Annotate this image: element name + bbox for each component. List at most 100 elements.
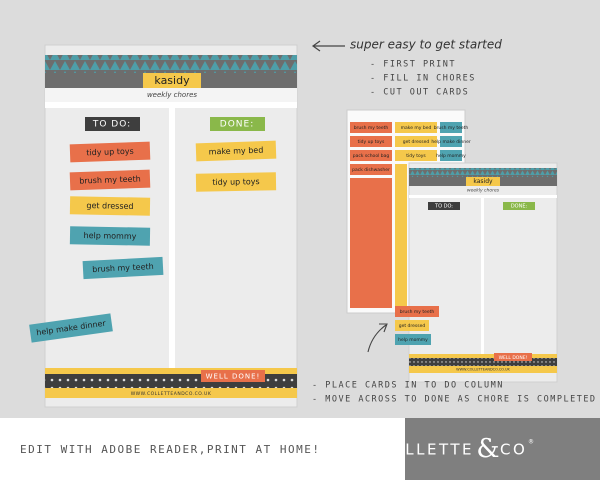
footer-text: EDIT WITH ADOBE READER,PRINT AT HOME!	[20, 443, 321, 456]
card-bg	[82, 256, 164, 280]
brand-amp: &	[476, 434, 499, 464]
card-bg	[350, 150, 392, 161]
card-bg	[350, 164, 392, 175]
card-bg	[69, 196, 151, 216]
card-text: brush my teeth	[79, 174, 141, 185]
arrow	[367, 323, 388, 353]
name-label	[143, 73, 201, 88]
card-text: get dressed	[86, 201, 133, 211]
footer-stripe	[409, 354, 557, 358]
card-bg	[69, 169, 151, 191]
card-bg	[395, 306, 439, 317]
column-divider	[481, 198, 484, 354]
subtitle-band	[45, 88, 297, 102]
subtitle: weekly chores	[467, 188, 500, 194]
card: get dressed	[69, 196, 151, 216]
todo-label	[428, 202, 460, 210]
website: WWW.COLLETTEANDCO.CO.UK	[456, 368, 510, 372]
arrow	[311, 40, 345, 52]
main-chart: kasidy weekly chores TO DO: DONE: tidy u…	[29, 44, 298, 408]
banner-bg	[201, 370, 265, 382]
card-text: tidy up toys	[358, 139, 385, 145]
done-heading: DONE:	[511, 204, 528, 210]
card-bg	[440, 136, 462, 147]
card-text: brush my teeth	[434, 125, 469, 131]
header-pattern	[409, 168, 557, 177]
name: kasidy	[473, 178, 493, 185]
card-text: brush my teeth	[92, 262, 154, 274]
divider	[45, 102, 297, 108]
todo-heading: TO DO:	[434, 204, 453, 210]
banner-bg	[494, 353, 532, 361]
step: - FIRST PRINT	[370, 60, 456, 70]
card-bg	[395, 150, 437, 161]
card-bg	[29, 313, 113, 343]
banner: WELL DONE!	[206, 373, 261, 381]
column-divider	[169, 108, 175, 368]
divider	[409, 195, 557, 198]
card: help mommy	[69, 226, 151, 246]
subtitle: weekly chores	[147, 91, 197, 99]
card-text: help make dinner	[431, 139, 471, 145]
note: - MOVE ACROSS TO DONE AS CHORE IS COMPLE…	[312, 395, 597, 405]
card-bg	[440, 150, 462, 161]
card-bg	[350, 136, 392, 147]
card-text: make my bed	[209, 146, 264, 157]
website-band	[409, 366, 557, 373]
card-text: brush my teeth	[354, 125, 389, 131]
card: brush my teeth	[82, 256, 164, 280]
card-bg	[69, 141, 151, 163]
done-label	[503, 202, 535, 210]
dots-band	[409, 358, 557, 366]
step: - FILL IN CHORES	[370, 74, 476, 84]
todo-label	[85, 117, 140, 131]
card-bg	[350, 122, 392, 133]
card-text: help mommy	[398, 337, 428, 343]
tagline: super easy to get started	[350, 38, 502, 52]
step: - CUT OUT CARDS	[370, 88, 469, 98]
footer-stripe	[45, 368, 297, 374]
name: kasidy	[154, 74, 190, 87]
card-text: make my bed	[401, 125, 432, 131]
card-text: tidy up toys	[86, 147, 134, 158]
card: tidy up toys	[69, 141, 151, 163]
footer-left	[0, 418, 405, 480]
website-band	[45, 388, 297, 398]
done-label	[210, 117, 265, 131]
card-bg	[395, 136, 437, 147]
card-bg	[195, 140, 277, 162]
blank-cards	[350, 178, 392, 308]
card-bg	[395, 320, 429, 331]
header-pattern	[45, 55, 297, 73]
card-bg	[69, 226, 151, 246]
brand-left: COLLETTE	[378, 441, 474, 459]
card-bg	[195, 172, 277, 192]
card-text: get dressed	[403, 139, 430, 145]
card-text: help mommy	[84, 231, 137, 241]
todo-heading: TO DO:	[92, 120, 131, 130]
done-heading: DONE:	[220, 120, 254, 130]
card-text: pack dishwasher	[352, 167, 390, 173]
card-text: pack school bag	[353, 153, 390, 159]
card: make my bed	[195, 140, 277, 162]
brand-right: CO	[500, 441, 527, 459]
name-label	[466, 177, 500, 186]
card-text: tidy up toys	[212, 177, 259, 187]
card-text: help mommy	[436, 153, 466, 159]
website: WWW.COLLETTEANDCO.CO.UK	[131, 391, 212, 397]
card-text: tidy toys	[406, 153, 426, 159]
card: tidy up toys	[195, 172, 277, 192]
note: - PLACE CARDS IN TO DO COLUMN	[312, 381, 504, 391]
card-bg	[440, 122, 462, 133]
card-text: get dressed	[399, 323, 426, 329]
card: help make dinner	[29, 313, 113, 343]
card-bg	[395, 122, 437, 133]
card-text: brush my teeth	[400, 309, 435, 315]
brand-mark: ®	[528, 439, 534, 446]
card-bg	[395, 334, 431, 345]
small-chart: kasidy weekly chores TO DO: DONE: WELL D…	[395, 162, 558, 383]
banner: WELL DONE!	[499, 355, 528, 361]
card: brush my teeth	[69, 169, 151, 191]
